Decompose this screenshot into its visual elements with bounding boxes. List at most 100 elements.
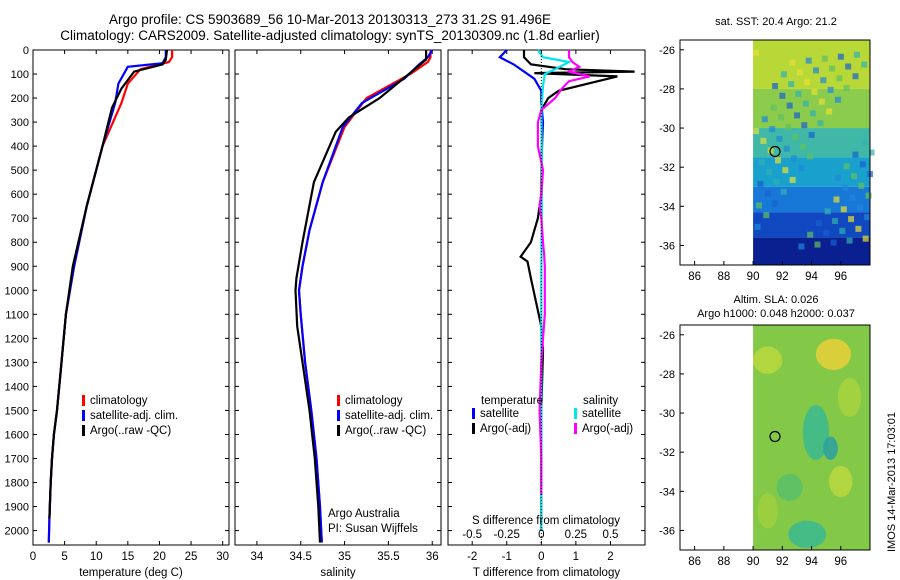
sst-cell: [786, 102, 793, 109]
y-tick-label: 1300: [5, 357, 29, 369]
sla-blob: [757, 493, 778, 529]
sst-cell: [807, 231, 814, 238]
sst-cell: [856, 204, 863, 211]
y-tick-label: 1900: [5, 502, 29, 514]
legend-swatch: [337, 395, 340, 406]
legend-swatch: [574, 423, 577, 434]
sst-cell: [852, 151, 859, 158]
sst-cell: [791, 155, 798, 162]
sst-cell: [821, 55, 828, 62]
sst-cell: [772, 83, 779, 90]
sst-cell: [824, 208, 831, 215]
sst-cell: [832, 218, 838, 225]
figure-title-line1: Argo profile: CS 5903689_56 10-Mar-2013 …: [108, 12, 552, 27]
sst-cell: [862, 235, 869, 242]
sst-cell: [807, 153, 814, 160]
sst-cell: [858, 182, 865, 189]
y-tick-label: 600: [11, 189, 29, 201]
x-tick-label: 90: [747, 271, 760, 283]
sst-cell: [789, 176, 796, 183]
legend-label: satellite: [582, 408, 621, 420]
y-tick-label: -28: [659, 369, 675, 381]
sst-cell: [827, 86, 834, 93]
legend-swatch: [574, 408, 577, 419]
figure-title-line2: Climatology: CARS2009. Satellite-adjuste…: [60, 28, 600, 43]
legend-label: climatology: [90, 395, 148, 407]
map-title: Altim. SLA: 0.026: [734, 294, 819, 306]
x-tick-label: 1: [573, 551, 579, 563]
legend-label: satellite-adj. clim.: [90, 410, 178, 422]
plot-frame: [447, 49, 646, 546]
sst-cell: [764, 190, 771, 197]
difference-panel: -2 -1 0 1 2 T difference from climatology -0.5…: [447, 49, 646, 579]
series-line: [536, 50, 590, 495]
temperature-panel: 0 5 10 15 20 25 300100200300400500600700800900…: [5, 45, 230, 579]
sst-cell: [794, 112, 800, 119]
legend-swatch: [337, 425, 340, 436]
legend-swatch: [82, 410, 85, 421]
x-tick-label: 86: [688, 271, 701, 283]
salinity-tick-label: 0.25: [565, 529, 587, 541]
y-tick-label: 100: [11, 69, 29, 81]
sst-band: [753, 40, 870, 89]
sst-cell: [864, 214, 871, 221]
y-tick-label: -34: [659, 201, 675, 213]
legend-label: climatology: [345, 395, 403, 407]
sst-cell: [754, 223, 761, 230]
sst-cell: [845, 63, 852, 70]
x-tick-label: 88: [717, 271, 730, 283]
sst-cell: [788, 81, 795, 88]
x-tick-label: 20: [153, 551, 166, 563]
x-tick-label: 34: [251, 551, 264, 563]
sst-cell: [836, 75, 843, 82]
sst-cell: [785, 124, 792, 131]
x-tick-label: 5: [61, 551, 67, 563]
sst-cell: [843, 163, 850, 170]
sst-cell: [782, 167, 789, 174]
y-tick-label: -26: [659, 45, 675, 57]
sst-cell: [808, 131, 815, 138]
sst-cell: [792, 133, 799, 140]
y-tick-label: 900: [11, 261, 29, 273]
sst-cell: [826, 108, 833, 115]
sla-blob: [823, 436, 838, 460]
x-tick-label: 15: [121, 551, 134, 563]
sst-cell: [766, 169, 773, 176]
sst-cell: [760, 137, 767, 144]
sst-cell: [852, 73, 859, 80]
y-tick-label: 1500: [5, 405, 29, 417]
y-tick-label: 2000: [5, 526, 29, 538]
y-tick-label: -36: [659, 240, 675, 252]
sst-cell: [795, 90, 802, 97]
map-title: sat. SST: 20.4 Argo: 21.2: [715, 16, 837, 28]
legend-label: Argo(-adj): [582, 423, 633, 435]
x-axis-label: T difference from climatology: [473, 567, 620, 579]
y-tick-label: 1700: [5, 453, 29, 465]
sst-cell: [811, 88, 818, 95]
y-tick-label: 800: [11, 237, 29, 249]
sst-cell: [830, 239, 837, 246]
legend-group-title: salinity: [583, 395, 618, 407]
y-tick-label: -34: [659, 486, 675, 498]
x-axis-label: temperature (deg C): [79, 567, 183, 579]
annotation-line: Argo Australia: [328, 508, 400, 520]
sst-cell: [813, 67, 819, 74]
sst-map-panel: 86 88 90 92 94 96 -26 -28 -30 -32 -34 -36 sat. SST: …: [659, 16, 875, 283]
sst-cell: [770, 104, 777, 111]
sst-cell: [783, 145, 790, 152]
x-tick-label: 92: [776, 556, 789, 568]
legend-label: satellite: [480, 408, 519, 420]
sst-cell: [861, 61, 868, 68]
legend-swatch: [472, 423, 475, 434]
x-tick-label: 0: [538, 551, 544, 563]
sst-cell: [849, 194, 856, 201]
x-tick-label: 96: [834, 556, 847, 568]
sst-cell: [776, 135, 783, 142]
sst-cell: [839, 227, 846, 234]
legend-label: Argo(..raw -QC): [345, 425, 426, 437]
sst-cell: [837, 53, 844, 60]
x-tick-label: 90: [747, 556, 760, 568]
sst-cell: [868, 149, 875, 156]
sst-cell: [843, 85, 850, 91]
sst-cell: [823, 229, 830, 236]
